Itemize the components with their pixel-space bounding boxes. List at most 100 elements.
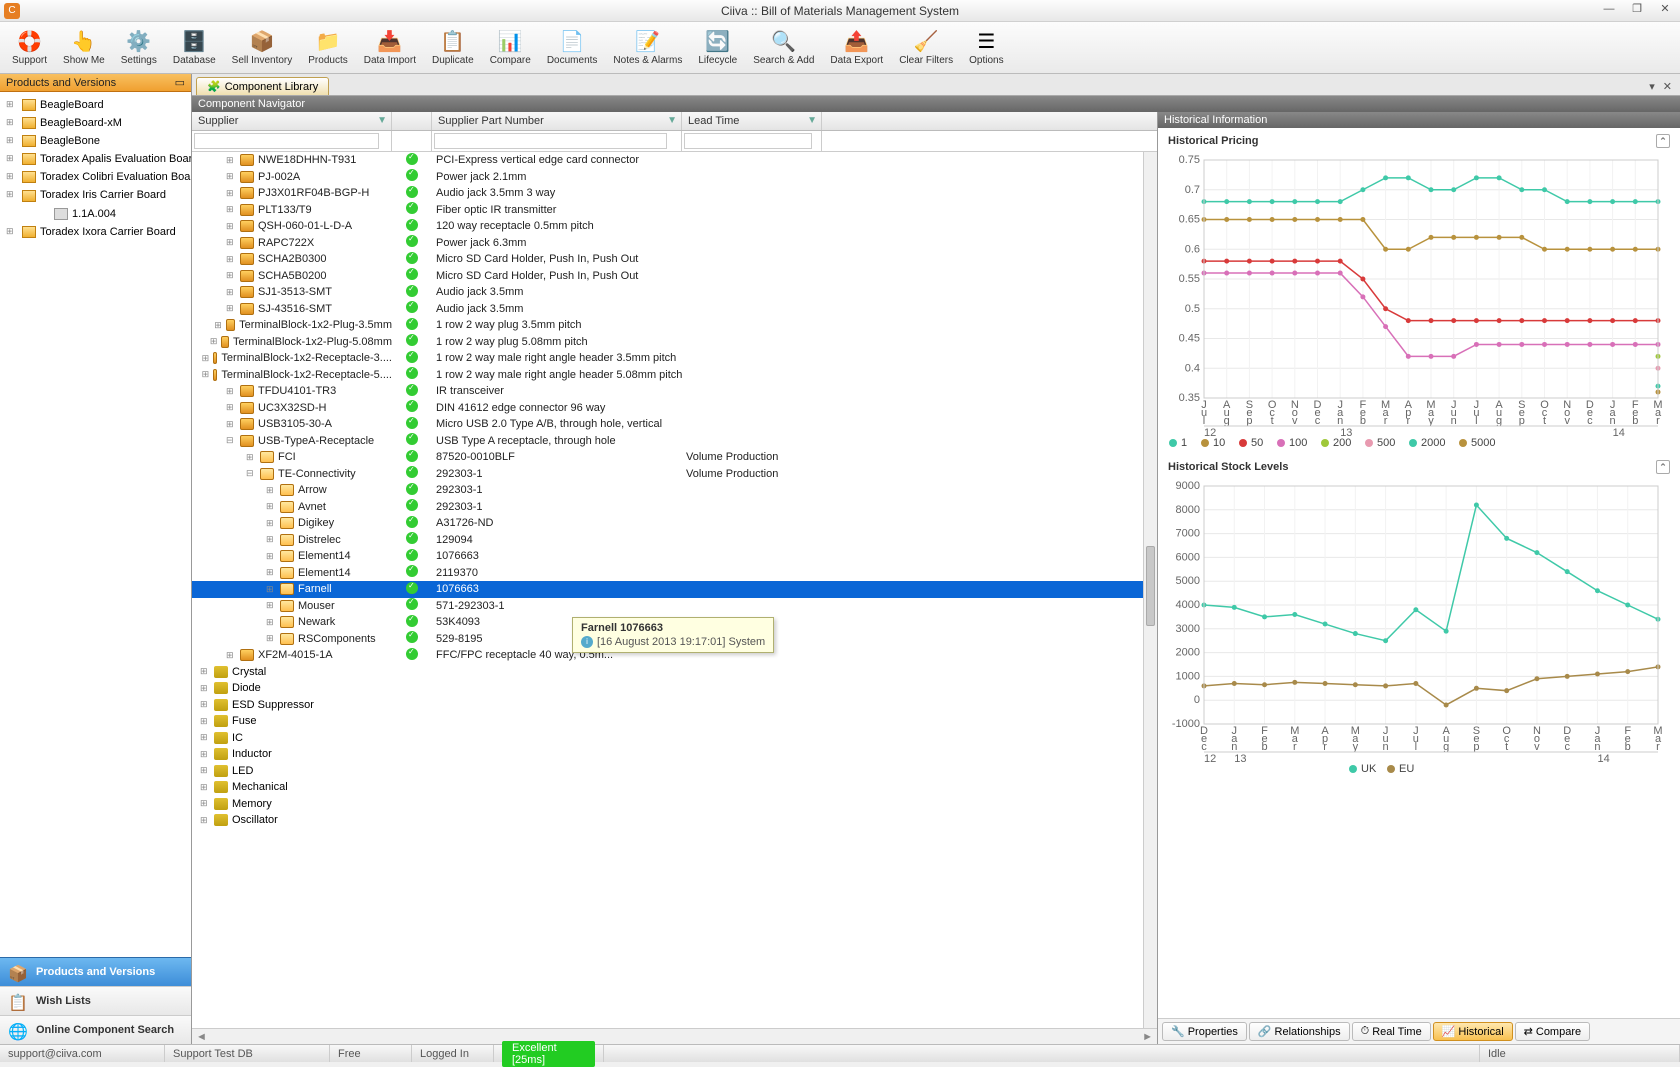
category-row[interactable]: ⊞Oscillator <box>192 812 1157 829</box>
category-row[interactable]: ⊞Diode <box>192 680 1157 697</box>
tab-close-button[interactable]: ✕ <box>1659 78 1676 95</box>
column-header[interactable]: Supplier▼ <box>192 112 392 130</box>
table-row[interactable]: ⊞Avnet 292303-1 <box>192 499 1157 516</box>
toolbar-options[interactable]: ☰Options <box>961 24 1011 71</box>
nav-products-and-versions[interactable]: 📦Products and Versions <box>0 957 191 986</box>
maximize-button[interactable]: ❐ <box>1624 2 1650 18</box>
table-row[interactable]: ⊞SCHA2B0300 Micro SD Card Holder, Push I… <box>192 251 1157 268</box>
table-row[interactable]: ⊞SJ-43516-SMT Audio jack 3.5mm <box>192 301 1157 318</box>
tree-node[interactable]: BeagleBone <box>0 132 191 150</box>
category-row[interactable]: ⊞IC <box>192 730 1157 747</box>
component-navigator-header: Component Navigator <box>192 96 1680 112</box>
nav-online-component-search[interactable]: 🌐Online Component Search <box>0 1015 191 1044</box>
table-row[interactable]: ⊞Farnell 1076663 <box>192 581 1157 598</box>
toolbar-show-me[interactable]: 👆Show Me <box>55 24 113 71</box>
table-row[interactable]: ⊞Arrow 292303-1 <box>192 482 1157 499</box>
toolbar-settings[interactable]: ⚙️Settings <box>113 24 165 71</box>
stock-collapse-button[interactable]: ⌃ <box>1656 460 1670 474</box>
table-row[interactable]: ⊞PLT133/T9 Fiber optic IR transmitter <box>192 202 1157 219</box>
column-header[interactable] <box>392 112 432 130</box>
scrollbar-thumb[interactable] <box>1146 546 1155 626</box>
toolbar-support[interactable]: 🛟Support <box>4 24 55 71</box>
table-row[interactable]: ⊞Mouser 571-292303-1 <box>192 598 1157 615</box>
table-row[interactable]: ⊟USB-TypeA-Receptacle USB Type A recepta… <box>192 433 1157 450</box>
filter-icon[interactable]: ▼ <box>807 115 817 126</box>
category-row[interactable]: ⊞Mechanical <box>192 779 1157 796</box>
pricing-collapse-button[interactable]: ⌃ <box>1656 134 1670 148</box>
close-button[interactable]: ✕ <box>1652 2 1678 18</box>
category-row[interactable]: ⊞Inductor <box>192 746 1157 763</box>
svg-text:n: n <box>1594 741 1600 753</box>
category-row[interactable]: ⊞Fuse <box>192 713 1157 730</box>
table-row[interactable]: ⊞TerminalBlock-1x2-Receptacle-3.... 1 ro… <box>192 350 1157 367</box>
table-row[interactable]: ⊞QSH-060-01-L-D-A 120 way receptacle 0.5… <box>192 218 1157 235</box>
toolbar-compare[interactable]: 📊Compare <box>482 24 539 71</box>
table-row[interactable]: ⊞Element14 2119370 <box>192 565 1157 582</box>
toolbar-products[interactable]: 📁Products <box>300 24 355 71</box>
table-row[interactable]: ⊞SCHA5B0200 Micro SD Card Holder, Push I… <box>192 268 1157 285</box>
svg-text:3000: 3000 <box>1176 623 1200 635</box>
tab-historical[interactable]: 📈Historical <box>1433 1022 1513 1041</box>
toolbar-notes-alarms[interactable]: 📝Notes & Alarms <box>605 24 690 71</box>
tree-node-child[interactable]: 1.1A.004 <box>0 205 191 223</box>
table-row[interactable]: ⊞SJ1-3513-SMT Audio jack 3.5mm <box>192 284 1157 301</box>
table-row[interactable]: ⊞UC3X32SD-H DIN 41612 edge connector 96 … <box>192 400 1157 417</box>
table-row[interactable]: ⊞Element14 1076663 <box>192 548 1157 565</box>
tree-node[interactable]: Toradex Apalis Evaluation Board <box>0 150 191 168</box>
table-row[interactable]: ⊞USB3105-30-A Micro USB 2.0 Type A/B, th… <box>192 416 1157 433</box>
svg-text:9000: 9000 <box>1176 480 1200 492</box>
tree-node[interactable]: Toradex Iris Carrier Board <box>0 186 191 204</box>
scroll-right-icon[interactable]: ► <box>1142 1031 1153 1043</box>
tab-component-library[interactable]: 🧩 Component Library <box>196 77 329 95</box>
scroll-left-icon[interactable]: ◄ <box>196 1031 207 1043</box>
toolbar-sell-inventory[interactable]: 📦Sell Inventory <box>224 24 301 71</box>
filter-input[interactable] <box>434 133 667 149</box>
table-row[interactable]: ⊞FCI 87520-0010BLF Volume Production <box>192 449 1157 466</box>
table-row[interactable]: ⊞Digikey A31726-ND <box>192 515 1157 532</box>
table-row[interactable]: ⊞TerminalBlock-1x2-Plug-5.08mm 1 row 2 w… <box>192 334 1157 351</box>
column-header[interactable]: Lead Time▼ <box>682 112 822 130</box>
toolbar-data-export[interactable]: 📤Data Export <box>822 24 891 71</box>
nav-wish-lists[interactable]: 📋Wish Lists <box>0 986 191 1015</box>
horizontal-scrollbar[interactable]: ◄ ► <box>192 1028 1157 1044</box>
filter-input[interactable] <box>684 133 812 149</box>
category-row[interactable]: ⊞Memory <box>192 796 1157 813</box>
tab-relationships[interactable]: 🔗Relationships <box>1249 1022 1350 1041</box>
tab-label: Component Library <box>225 81 319 93</box>
table-row[interactable]: ⊞TerminalBlock-1x2-Receptacle-5.... 1 ro… <box>192 367 1157 384</box>
tab-compare[interactable]: ⇄Compare <box>1515 1022 1590 1041</box>
toolbar-database[interactable]: 🗄️Database <box>165 24 224 71</box>
tab-expand-button[interactable]: ▾ <box>1645 78 1659 95</box>
table-row[interactable]: ⊞PJ-002A Power jack 2.1mm <box>192 169 1157 186</box>
tree-node[interactable]: Toradex Colibri Evaluation Board <box>0 168 191 186</box>
table-row[interactable]: ⊞TerminalBlock-1x2-Plug-3.5mm 1 row 2 wa… <box>192 317 1157 334</box>
category-row[interactable]: ⊞LED <box>192 763 1157 780</box>
vertical-scrollbar[interactable] <box>1143 152 1157 1028</box>
tab-real-time[interactable]: ⏱Real Time <box>1352 1022 1431 1041</box>
toolbar-lifecycle[interactable]: 🔄Lifecycle <box>690 24 745 71</box>
left-panel-collapse-icon[interactable]: ▭ <box>175 76 185 89</box>
svg-text:p: p <box>1473 741 1479 753</box>
table-row[interactable]: ⊞NWE18DHHN-T931 PCI-Express vertical edg… <box>192 152 1157 169</box>
filter-icon[interactable]: ▼ <box>377 115 387 126</box>
category-row[interactable]: ⊞ESD Suppressor <box>192 697 1157 714</box>
tree-node[interactable]: BeagleBoard-xM <box>0 114 191 132</box>
table-row[interactable]: ⊞PJ3X01RF04B-BGP-H Audio jack 3.5mm 3 wa… <box>192 185 1157 202</box>
minimize-button[interactable]: — <box>1596 2 1622 18</box>
filter-input[interactable] <box>194 133 379 149</box>
table-row[interactable]: ⊞Distrelec 129094 <box>192 532 1157 549</box>
toolbar-data-import[interactable]: 📥Data Import <box>356 24 424 71</box>
toolbar-documents[interactable]: 📄Documents <box>539 24 606 71</box>
tab-properties[interactable]: 🔧Properties <box>1162 1022 1247 1041</box>
toolbar-duplicate[interactable]: 📋Duplicate <box>424 24 482 71</box>
tree-node[interactable]: Toradex Ixora Carrier Board <box>0 223 191 241</box>
toolbar-clear-filters[interactable]: 🧹Clear Filters <box>891 24 961 71</box>
toolbar-search-add[interactable]: 🔍Search & Add <box>745 24 822 71</box>
category-row[interactable]: ⊞Crystal <box>192 664 1157 681</box>
tree-node[interactable]: BeagleBoard <box>0 96 191 114</box>
table-row[interactable]: ⊟TE-Connectivity 292303-1 Volume Product… <box>192 466 1157 483</box>
filter-icon[interactable]: ▼ <box>667 115 677 126</box>
table-row[interactable]: ⊞RAPC722X Power jack 6.3mm <box>192 235 1157 252</box>
column-header[interactable]: Supplier Part Number▼ <box>432 112 682 130</box>
table-row[interactable]: ⊞TFDU4101-TR3 IR transceiver <box>192 383 1157 400</box>
